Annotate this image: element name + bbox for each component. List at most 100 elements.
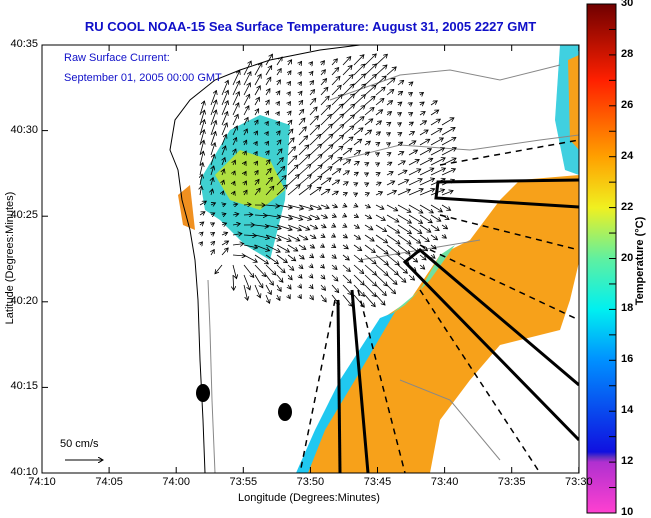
current-vector-arrow <box>408 264 416 271</box>
current-vector-arrow <box>254 234 269 238</box>
current-vector-arrow <box>331 95 342 106</box>
current-vector-arrow <box>265 186 274 196</box>
current-vector-arrow <box>387 153 391 155</box>
current-vector-arrow <box>265 234 281 240</box>
current-vector-arrow <box>342 182 348 185</box>
current-vector-arrow <box>409 92 412 95</box>
current-vector-arrow <box>266 151 269 155</box>
current-vector-arrow <box>243 235 256 236</box>
current-vector-arrow <box>243 204 251 205</box>
y-tick-label: 40:15 <box>10 380 38 393</box>
current-vector-arrow <box>441 127 455 136</box>
x-tick-label: 74:05 <box>95 476 123 488</box>
current-vector-arrow <box>386 224 400 233</box>
current-vector-arrow <box>299 295 301 298</box>
current-vector-arrow <box>397 254 409 264</box>
current-vector-arrow <box>233 160 235 166</box>
current-vector-arrow <box>331 284 339 293</box>
current-vector-arrow <box>266 160 270 166</box>
current-vector-arrow <box>310 81 314 86</box>
current-vector-arrow <box>386 78 395 86</box>
current-vector-arrow <box>364 96 375 106</box>
current-vector-arrow <box>331 264 337 269</box>
current-vector-arrow <box>287 185 300 196</box>
current-vector-arrow <box>353 95 365 106</box>
current-vector-arrow <box>321 265 324 268</box>
current-vector-arrow <box>265 169 271 176</box>
current-vector-arrow <box>254 274 263 288</box>
current-vector-arrow <box>375 284 386 296</box>
current-vector-arrow <box>276 166 285 176</box>
current-vector-arrow <box>232 81 240 96</box>
colorbar-tick-label: 12 <box>621 455 634 468</box>
current-vector-arrow <box>430 129 442 136</box>
current-vector-arrow <box>397 224 411 234</box>
x-tick-label: 73:30 <box>565 476 593 488</box>
current-vector-arrow <box>365 173 368 175</box>
current-vector-arrow <box>276 284 281 291</box>
current-vector-arrow <box>353 254 363 262</box>
current-vector-arrow <box>387 143 390 145</box>
current-vector-arrow <box>221 123 227 136</box>
current-vector-arrow <box>254 74 261 86</box>
current-vector-arrow <box>376 173 380 175</box>
current-vector-arrow <box>222 191 224 195</box>
y-tick-label: 40:20 <box>10 294 38 307</box>
current-vector-arrow <box>419 224 431 232</box>
current-vector-arrow <box>288 81 291 85</box>
current-vector-arrow <box>266 141 269 145</box>
current-vector-arrow <box>441 137 456 146</box>
current-vector-arrow <box>398 113 401 115</box>
current-vector-arrow <box>298 255 304 259</box>
current-vector-arrow <box>441 118 454 126</box>
current-vector-arrow <box>441 214 449 220</box>
current-vector-arrow <box>299 275 302 278</box>
current-vector-arrow <box>309 134 321 146</box>
colorbar-tick-label: 10 <box>621 506 634 518</box>
current-vector-arrow <box>375 110 383 116</box>
current-vector-arrow <box>408 204 423 213</box>
current-vector-arrow <box>232 71 240 86</box>
current-vector-arrow <box>287 254 296 261</box>
current-vector-arrow <box>408 224 422 233</box>
colorbar-tick-label: 16 <box>621 353 634 366</box>
x-axis-title: Longitude (Degrees:Minutes) <box>238 492 380 504</box>
current-vector-arrow <box>232 204 238 205</box>
current-vector-arrow <box>254 254 268 264</box>
current-vector-arrow <box>375 264 388 276</box>
current-vector-arrow <box>353 264 364 274</box>
current-vector-arrow <box>276 234 291 241</box>
sst-east-strip-warm <box>568 55 579 150</box>
current-vector-arrow <box>232 126 237 136</box>
current-vector-arrow <box>353 284 365 296</box>
current-vector-arrow <box>364 244 375 253</box>
current-vector-arrow <box>375 294 385 305</box>
y-tick-label: 40:10 <box>10 466 38 478</box>
current-vector-arrow <box>276 224 292 230</box>
current-vector-arrow <box>299 91 302 95</box>
current-vector-arrow <box>298 164 311 176</box>
current-vector-arrow <box>364 205 370 208</box>
current-vector-arrow <box>244 171 246 175</box>
current-vector-arrow <box>232 233 242 235</box>
bathymetry-contour <box>207 64 579 473</box>
current-vector-arrow <box>276 185 287 196</box>
current-vector-arrow <box>287 204 303 209</box>
current-vector-arrow <box>353 64 365 76</box>
current-vector-arrow <box>288 71 291 75</box>
current-vector-arrow <box>364 215 372 219</box>
current-vector-arrow <box>386 191 396 196</box>
current-vector-arrow <box>430 138 443 146</box>
current-vector-arrow <box>320 70 325 76</box>
current-vector-arrow <box>320 105 330 116</box>
current-vector-arrow <box>320 96 329 106</box>
current-vector-arrow <box>321 255 324 258</box>
current-vector-arrow <box>232 244 244 245</box>
current-vector-arrow <box>211 189 213 196</box>
x-tick-label: 74:00 <box>162 476 190 488</box>
current-vector-arrow <box>375 76 386 86</box>
current-vector-arrow <box>309 235 316 238</box>
current-vector-arrow <box>243 94 250 106</box>
current-vector-arrow <box>386 214 399 222</box>
current-vector-arrow <box>441 180 454 186</box>
